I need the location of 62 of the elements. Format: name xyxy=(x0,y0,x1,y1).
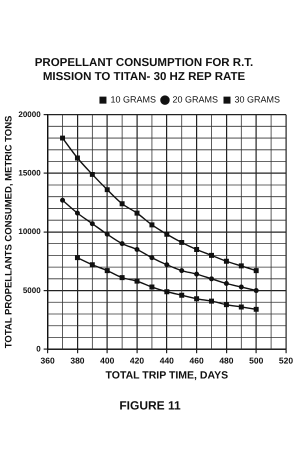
y-tick-label: 0 xyxy=(36,344,42,354)
point xyxy=(164,289,170,294)
point xyxy=(209,276,214,282)
x-axis-title: TOTAL TRIP TIME, DAYS xyxy=(106,370,228,382)
y-tick-label: 15000 xyxy=(18,168,42,178)
point xyxy=(209,298,214,304)
point xyxy=(238,304,244,310)
point xyxy=(104,187,110,192)
point xyxy=(194,247,200,252)
x-tick-label: 480 xyxy=(219,356,234,366)
point xyxy=(120,275,125,280)
point xyxy=(149,255,154,260)
point xyxy=(194,272,200,277)
point xyxy=(179,268,184,274)
point xyxy=(120,241,125,246)
point xyxy=(238,284,244,290)
chart-title: PROPELLANT CONSUMPTION FOR R.T. MISSION TO TITAN- 30 HZ REP RATE xyxy=(34,57,254,83)
point xyxy=(254,288,259,294)
point xyxy=(238,263,244,268)
point xyxy=(90,221,95,226)
y-tick-label: 5000 xyxy=(22,286,42,295)
point xyxy=(194,296,200,302)
x-tick-label: 360 xyxy=(40,356,56,366)
y-tick-label: 20000 xyxy=(18,110,42,119)
point xyxy=(164,262,170,268)
point xyxy=(134,246,140,252)
point xyxy=(254,306,259,312)
point xyxy=(74,156,80,160)
x-tick-label: 400 xyxy=(100,356,115,366)
point xyxy=(60,136,66,141)
point xyxy=(149,222,154,228)
y-axis-title: TOTAL PROPELLANTS CONSUMED, METRIC TONS xyxy=(3,116,14,348)
point xyxy=(134,278,140,284)
point xyxy=(90,172,95,177)
caption: FIGURE 11 xyxy=(119,398,181,412)
x-tick-label: 380 xyxy=(70,356,85,366)
point xyxy=(209,252,214,258)
point xyxy=(74,210,80,216)
y-tick-label: 10000 xyxy=(18,227,42,236)
point xyxy=(104,232,110,237)
point xyxy=(224,258,229,264)
x-tick-label: 520 xyxy=(278,356,294,366)
x-tick-label: 440 xyxy=(160,356,174,366)
point xyxy=(74,255,80,260)
legend-label: 20 GRAMS xyxy=(172,94,218,105)
legend-label: 30 GRAMS xyxy=(234,94,280,105)
point xyxy=(224,281,229,286)
point xyxy=(134,210,140,216)
point xyxy=(179,240,184,245)
legend-label: 10 GRAMS xyxy=(110,94,156,105)
point xyxy=(164,232,170,237)
point xyxy=(179,292,184,298)
x-tick-label: 460 xyxy=(190,356,204,366)
x-tick-label: 420 xyxy=(130,356,144,366)
point xyxy=(60,198,66,203)
point xyxy=(120,201,125,206)
point xyxy=(90,262,95,268)
point xyxy=(149,284,154,290)
x-tick-label: 500 xyxy=(249,356,264,366)
point xyxy=(104,268,110,274)
point xyxy=(254,268,259,274)
point xyxy=(224,302,229,308)
